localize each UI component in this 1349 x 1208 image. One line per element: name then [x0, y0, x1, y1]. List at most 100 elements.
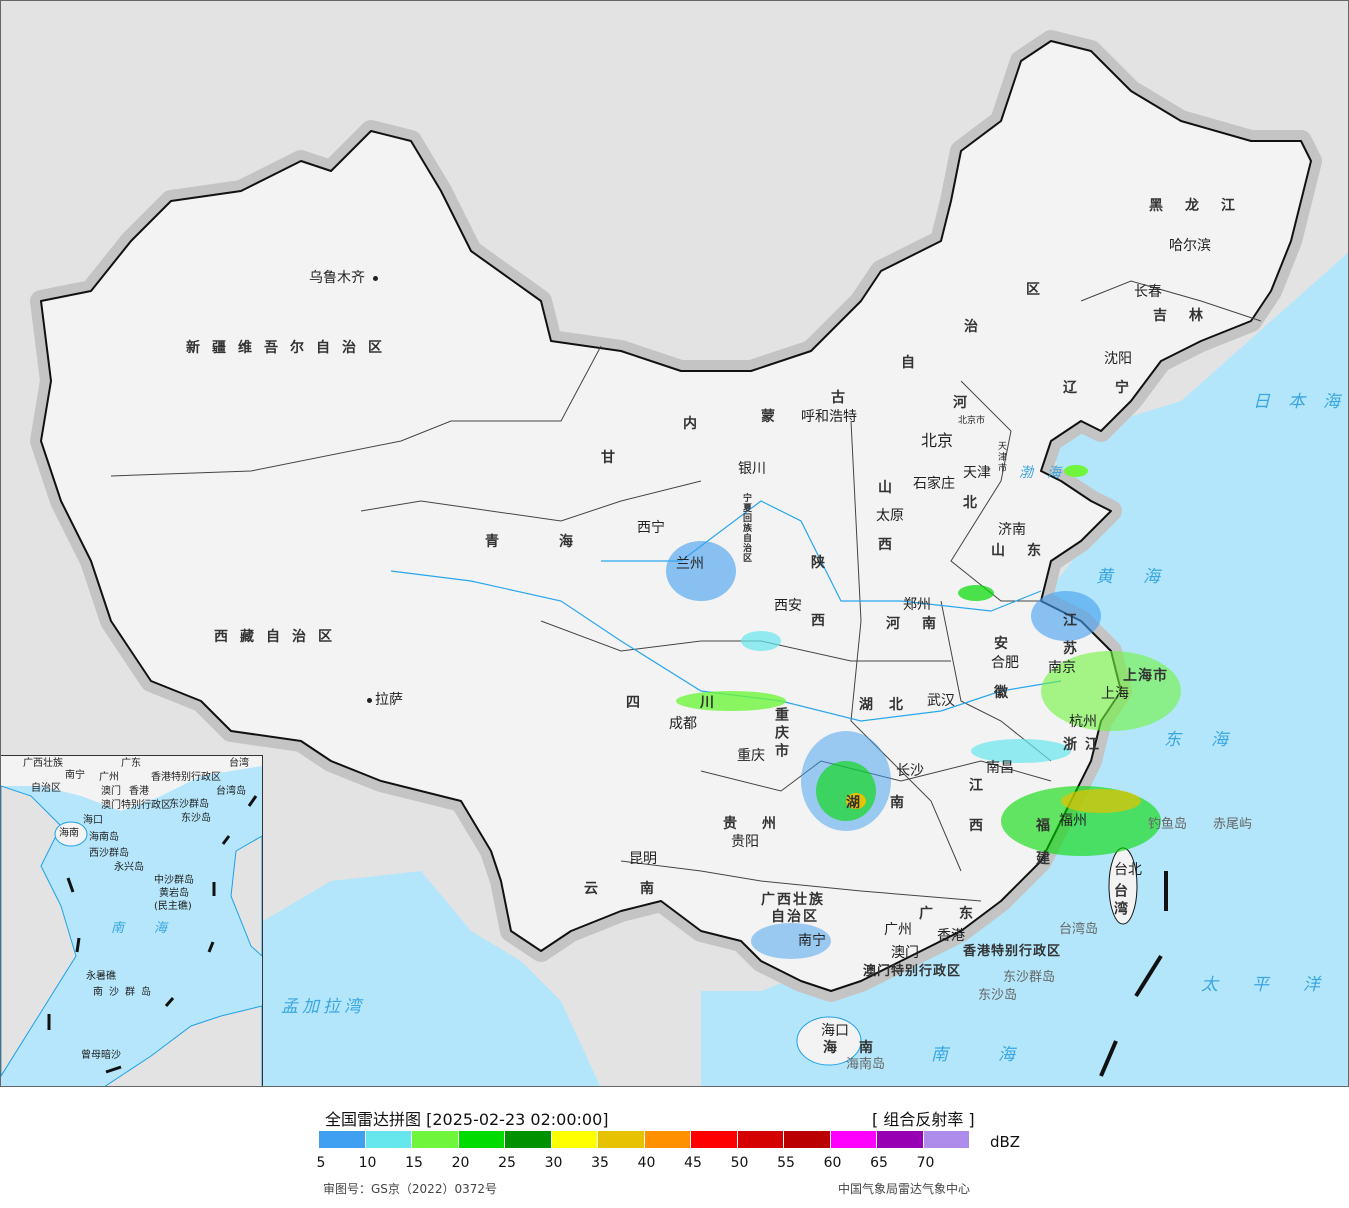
label-hk-sar: 香港特别行政区 — [963, 944, 1062, 959]
city-changsha: 长沙 — [896, 763, 924, 779]
echo-shaanxi — [741, 631, 781, 651]
label-shanxi-2: 西 — [878, 537, 904, 553]
inset-mainland — [1, 756, 262, 811]
label-hainan: 海南 — [823, 1040, 895, 1056]
scale-swatch-4 — [505, 1131, 552, 1148]
bay-of-bengal — [263, 871, 601, 1086]
city-shenyang: 沈阳 — [1104, 351, 1132, 367]
city-xian: 西安 — [774, 598, 802, 614]
label-guangxi-1: 广西壮族 — [761, 892, 825, 908]
label-hebei-1: 河 — [953, 395, 979, 411]
label-xizang: 西藏自治区 — [214, 629, 344, 645]
scale-swatch-8 — [691, 1131, 738, 1148]
city-changchun: 长春 — [1134, 284, 1162, 300]
label-dongsha-dao: 东沙岛 — [978, 988, 1018, 1003]
inset-dash-line — [47, 795, 258, 1074]
label-taiwan-island: 台湾岛 — [1059, 922, 1099, 937]
capital-dot — [367, 698, 372, 703]
label-bay-of-bengal: 孟加拉湾 — [281, 997, 365, 1017]
label-anhui-2: 徽 — [994, 685, 1020, 701]
label-tianjin-city: 天津市 — [996, 441, 1006, 474]
label-shanxi-1: 山 — [878, 480, 904, 496]
label-sichuan: 四川 — [626, 695, 774, 711]
city-nanning: 南宁 — [798, 933, 826, 949]
city-lhasa: 拉萨 — [375, 692, 403, 708]
city-taiyuan: 太原 — [876, 508, 904, 524]
label-neimenggu-3: 古 — [831, 390, 857, 406]
label-xinjiang: 新疆维吾尔自治区 — [186, 340, 394, 356]
inset-yongxing: 永兴岛 — [114, 862, 144, 873]
inset-hk: 香港 — [129, 786, 149, 797]
label-hunan: 湖南 — [846, 795, 934, 811]
label-hebei-2: 北 — [963, 495, 989, 511]
scale-swatch-3 — [458, 1131, 505, 1148]
label-nanhai: 南海 — [931, 1045, 1065, 1065]
label-jiangxi-2: 西 — [969, 818, 995, 834]
city-harbin: 哈尔滨 — [1169, 238, 1211, 254]
city-wuhan: 武汉 — [927, 693, 955, 709]
city-hongkong: 香港 — [937, 928, 965, 944]
inset-zengmu: 曾母暗沙 — [81, 1050, 121, 1061]
label-liaoning: 辽宁 — [1063, 380, 1167, 396]
inset-borneo — [104, 1005, 262, 1086]
capital-dot — [373, 276, 378, 281]
city-nanjing: 南京 — [1048, 660, 1076, 676]
legend-title: 全国雷达拼图 [2025-02-23 02:00:00] — [325, 1110, 609, 1129]
nine-dash-line — [1099, 871, 1168, 1077]
radar-echoes — [666, 465, 1181, 959]
label-neimenggu-5: 治 — [964, 319, 990, 335]
label-neimenggu-6: 区 — [1026, 282, 1052, 298]
inset-zizhiqu: 自治区 — [31, 783, 61, 794]
product-type: [ 组合反射率 ] — [872, 1110, 975, 1129]
scale-tick: 10 — [358, 1155, 377, 1171]
label-hubei: 湖北 — [859, 697, 919, 713]
city-chongqing: 重庆 — [737, 748, 765, 764]
inset-xisha: 西沙群岛 — [89, 848, 129, 859]
echo-guangxi — [751, 923, 831, 959]
scale-swatch-13 — [923, 1131, 970, 1148]
inset-hainan-island: 海南岛 — [89, 832, 119, 843]
city-shanghai: 上海 — [1101, 686, 1129, 702]
unit-label: dBZ — [990, 1133, 1021, 1151]
city-hohhot: 呼和浩特 — [801, 409, 857, 425]
city-guangzhou: 广州 — [884, 922, 912, 938]
radar-map[interactable]: 新疆维吾尔自治区 西藏自治区 青海 甘 内 蒙 古 自 治 区 黑龙江 吉林 辽… — [0, 0, 1349, 1087]
label-taiwan: 台湾 — [1112, 883, 1128, 919]
label-huanghai: 黄海 — [1096, 567, 1190, 587]
label-henan: 河南 — [886, 616, 958, 632]
inset-nansha: 南沙群岛 — [93, 987, 157, 998]
scale-tick: 30 — [544, 1155, 563, 1171]
echo-hunan-peak — [846, 793, 866, 809]
label-jiangxi-1: 江 — [969, 778, 995, 794]
label-jiangsu-2: 苏 — [1063, 641, 1089, 657]
city-macau: 澳门 — [891, 945, 919, 961]
scale-swatch-7 — [644, 1131, 691, 1148]
inset-haikou: 海口 — [83, 815, 103, 826]
inset-hainan: 海南 — [59, 828, 79, 839]
inset-taiwan-island: 台湾岛 — [216, 786, 246, 797]
city-hangzhou: 杭州 — [1069, 714, 1097, 730]
scale-swatch-2 — [412, 1131, 459, 1148]
scale-tick: 15 — [405, 1155, 423, 1171]
echo-jiangsu — [1031, 591, 1101, 641]
echo-jiangxi — [971, 739, 1071, 763]
scale-tick: 20 — [451, 1155, 470, 1171]
city-yinchuan: 银川 — [738, 461, 766, 477]
hainan-island — [796, 1016, 862, 1066]
label-gansu: 甘 — [601, 450, 627, 466]
label-bohai: 渤海 — [1019, 465, 1075, 481]
label-shanghai: 上海市 — [1123, 668, 1168, 684]
label-ningxia: 宁夏回族自治区 — [741, 493, 751, 563]
label-guangxi-2: 自治区 — [771, 909, 819, 925]
label-yunnan: 云南 — [584, 881, 696, 897]
inset-yongshu: 永暑礁 — [86, 971, 116, 982]
scale-swatch-0 — [319, 1131, 366, 1148]
south-china-sea-inset: 广西壮族 自治区 南宁 广东 广州 澳门 香港 香港特别行政区 澳门特别行政区 … — [1, 755, 263, 1086]
city-kunming: 昆明 — [629, 851, 657, 867]
city-urumqi: 乌鲁木齐 — [309, 270, 365, 286]
city-guiyang: 贵阳 — [731, 834, 759, 850]
label-guizhou: 贵州 — [723, 816, 801, 832]
scale-tick: 55 — [777, 1155, 795, 1171]
inset-macau: 澳门 — [101, 786, 121, 797]
label-anhui-1: 安 — [994, 636, 1020, 652]
